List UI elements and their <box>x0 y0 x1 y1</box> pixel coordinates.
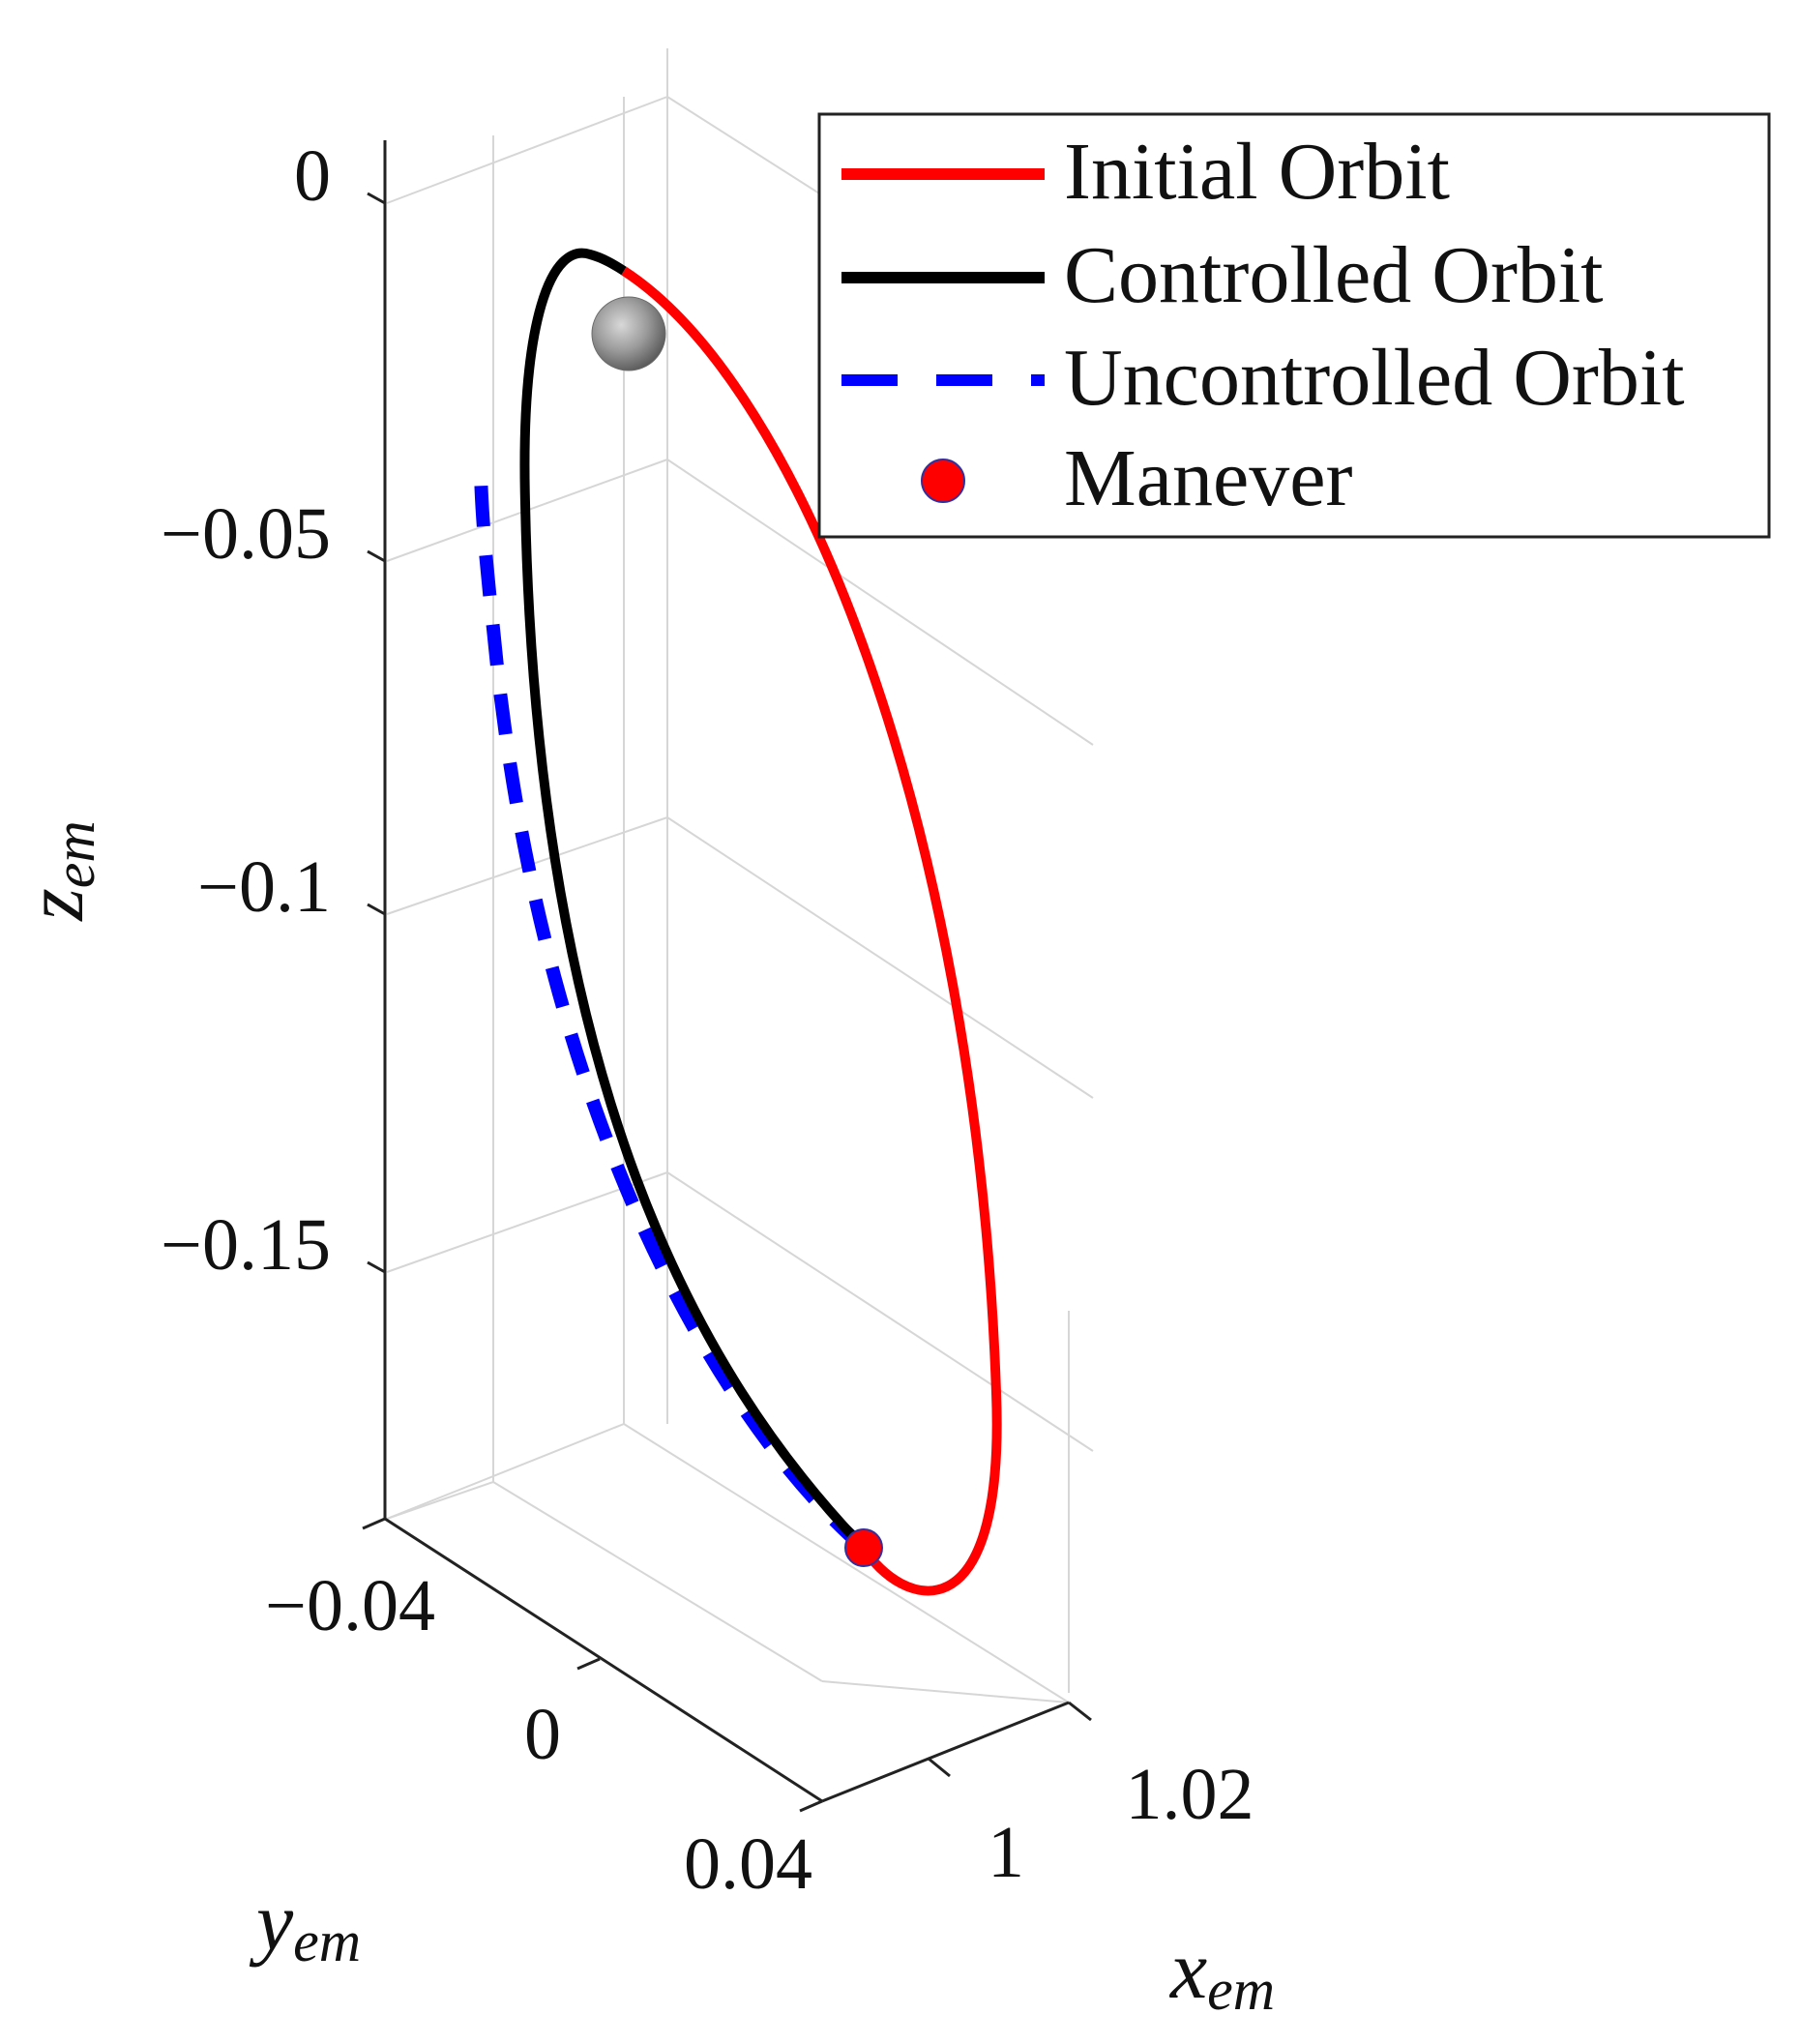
legend-label: Uncontrolled Orbit <box>1064 333 1685 423</box>
z-axis-label: zem <box>8 820 106 921</box>
y-tick <box>799 1799 823 1813</box>
legend-label: Initial Orbit <box>1064 127 1450 217</box>
z-tick-label: −0.05 <box>161 493 331 575</box>
z-tick-label: 0 <box>294 135 331 217</box>
series-uncontrolled-orbit <box>474 463 869 1554</box>
axes <box>362 140 1092 1813</box>
grid-line <box>623 1423 1070 1703</box>
grid-line <box>666 1171 1094 1452</box>
x-tick <box>1068 1701 1092 1722</box>
z-tick-label: −0.1 <box>197 846 331 928</box>
legend-swatch-maneuver <box>921 459 965 503</box>
legend-box <box>817 112 1771 539</box>
y-tick-label: −0.04 <box>265 1565 435 1646</box>
x-tick-label: 1.02 <box>1126 1754 1254 1835</box>
z-tick <box>367 1260 386 1274</box>
moon-icon <box>591 296 666 371</box>
z-tick-label: −0.15 <box>161 1204 331 1286</box>
grid-line <box>666 459 1094 746</box>
legend-label: Manever <box>1064 433 1353 523</box>
grid-line <box>821 1680 1070 1703</box>
y-axis <box>384 1517 823 1803</box>
y-tick-label: 0.04 <box>684 1823 812 1905</box>
z-tick <box>367 549 386 563</box>
x-axis <box>821 1701 1070 1803</box>
grid-line <box>386 1423 625 1520</box>
series-initial-orbit <box>621 266 1002 1596</box>
x-tick <box>928 1757 951 1778</box>
x-tick-label: 1 <box>988 1812 1024 1893</box>
grid-line <box>386 1481 494 1520</box>
maneuver-marker <box>844 1528 883 1567</box>
grid-line <box>386 96 668 204</box>
series-controlled-orbit <box>519 248 868 1552</box>
grid-line <box>666 816 1094 1099</box>
z-tick <box>367 903 386 916</box>
z-tick <box>367 192 386 205</box>
y-axis-label: yem <box>249 1875 361 1973</box>
grid-line <box>492 1481 823 1682</box>
legend: Initial Orbit Controlled Orbit Uncontrol… <box>817 112 1771 539</box>
y-tick <box>576 1657 601 1671</box>
y-tick <box>362 1517 386 1530</box>
legend-label: Controlled Orbit <box>1064 230 1604 320</box>
y-tick-label: 0 <box>524 1694 561 1775</box>
x-axis-label: xem <box>1168 1923 1275 2022</box>
